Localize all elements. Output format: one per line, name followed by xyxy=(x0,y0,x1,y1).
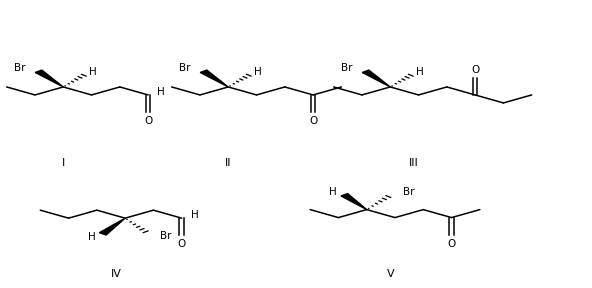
Text: H: H xyxy=(416,67,424,77)
Text: H: H xyxy=(254,67,262,77)
Polygon shape xyxy=(341,194,366,210)
Text: Br: Br xyxy=(160,232,172,241)
Text: I: I xyxy=(62,158,65,168)
Polygon shape xyxy=(99,218,125,235)
Text: O: O xyxy=(448,239,456,249)
Text: H: H xyxy=(330,187,337,197)
Text: H: H xyxy=(88,232,96,242)
Text: O: O xyxy=(309,116,317,126)
Text: O: O xyxy=(471,65,480,75)
Text: Br: Br xyxy=(14,63,25,73)
Polygon shape xyxy=(362,70,390,87)
Polygon shape xyxy=(200,70,229,87)
Text: Br: Br xyxy=(341,63,353,73)
Text: O: O xyxy=(178,239,186,249)
Text: H: H xyxy=(157,87,165,97)
Text: Br: Br xyxy=(179,63,191,73)
Text: II: II xyxy=(225,158,231,168)
Text: IV: IV xyxy=(111,269,122,279)
Text: H: H xyxy=(191,210,198,220)
Polygon shape xyxy=(36,70,63,87)
Text: H: H xyxy=(89,67,96,77)
Text: Br: Br xyxy=(403,187,415,198)
Text: V: V xyxy=(387,269,394,279)
Text: O: O xyxy=(144,116,152,126)
Text: III: III xyxy=(409,158,419,168)
